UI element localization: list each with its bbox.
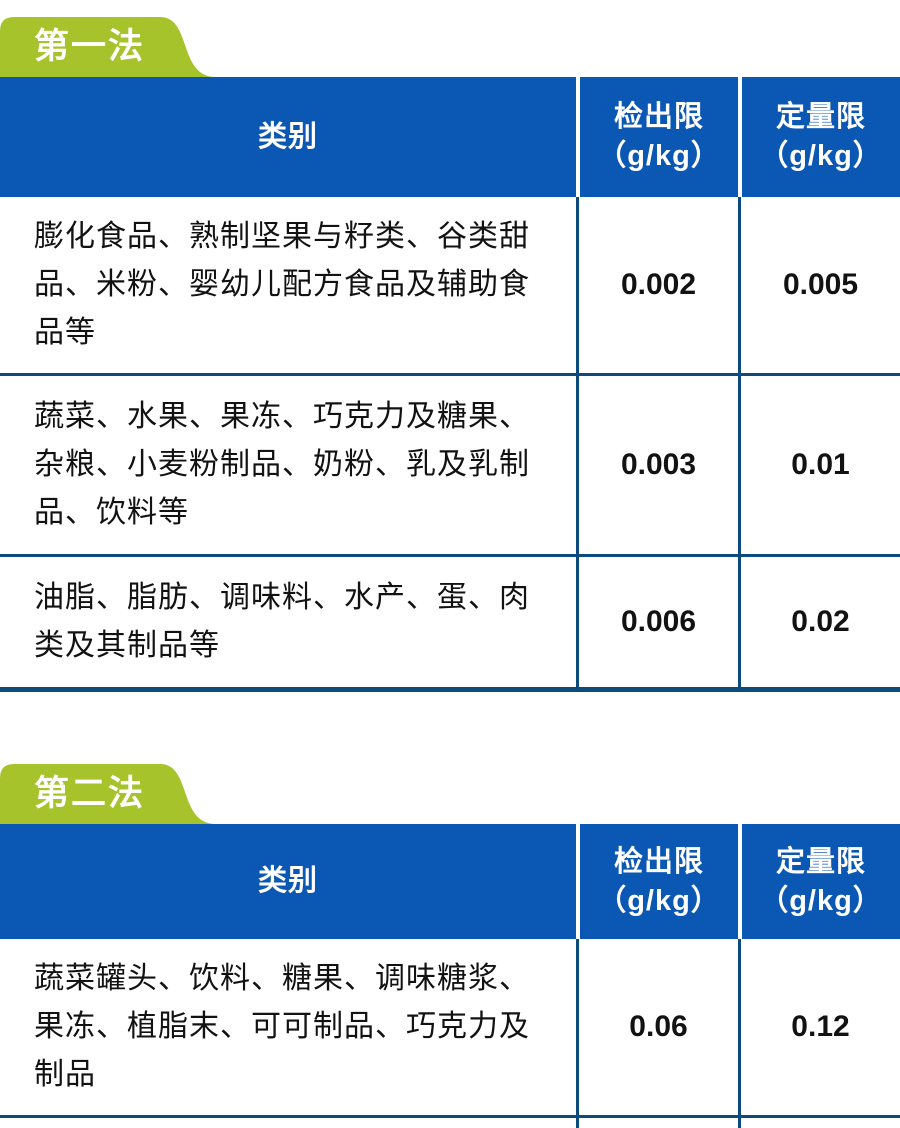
category-header: 类别 — [0, 77, 576, 197]
category-cell: 蔬菜罐头、饮料、糖果、调味糖浆、果冻、植脂末、可可制品、巧克力及制品 — [34, 962, 530, 1091]
detection-limit-cell: 0.05 — [576, 1118, 738, 1128]
quantitation-limit-header-line1: 定量限 — [775, 845, 866, 878]
table-row: 蔬菜、水果、果冻、巧克力及糖果、杂粮、小麦粉制品、奶粉、乳及乳制品、饮料等 0.… — [0, 373, 900, 554]
quantitation-limit-cell: 0.12 — [738, 939, 900, 1115]
method-2-body: 蔬菜罐头、饮料、糖果、调味糖浆、果冻、植脂末、可可制品、巧克力及制品 0.06 … — [0, 939, 900, 1128]
category-cell: 油脂、脂肪、调味料、水产、蛋、肉类及其制品等 — [34, 581, 530, 662]
method-1-table: 第一法 类别 检出限 （g/kg） 定量限 （g/kg） 膨化食品、熟制坚果与籽… — [0, 17, 900, 692]
method-1-tab-label: 第一法 — [34, 27, 146, 66]
detection-limit-header-line1: 检出限 — [613, 845, 704, 878]
detection-limit-cell: 0.06 — [576, 939, 738, 1115]
quantitation-limit-cell: 0.005 — [738, 197, 900, 373]
method-2-header-row: 类别 检出限 （g/kg） 定量限 （g/kg） — [0, 824, 900, 939]
detection-limit-header-line1: 检出限 — [613, 101, 704, 133]
quantitation-limit-header: 定量限 （g/kg） — [738, 77, 900, 197]
category-cell: 蔬菜、水果、果冻、巧克力及糖果、杂粮、小麦粉制品、奶粉、乳及乳制品、饮料等 — [34, 400, 530, 529]
quantitation-limit-cell: 0.1 — [738, 1118, 900, 1128]
category-header-label: 类别 — [257, 865, 318, 897]
method-1-tab: 第一法 — [0, 17, 224, 77]
detection-limit-cell: 0.002 — [576, 197, 738, 373]
category-cell: 膨化食品、熟制坚果与籽类、谷类甜品、米粉、婴幼儿配方食品及辅助食品等 — [34, 220, 530, 349]
detection-limit-header-line2: （g/kg） — [597, 884, 721, 917]
detection-limit-header: 检出限 （g/kg） — [576, 77, 738, 197]
tab-shape — [0, 764, 216, 824]
method-1-header-row: 类别 检出限 （g/kg） 定量限 （g/kg） — [0, 77, 900, 197]
quantitation-limit-header-line2: （g/kg） — [759, 884, 883, 917]
category-cell: 其他食品 — [0, 1118, 576, 1128]
detection-limit-cell: 0.006 — [576, 557, 738, 687]
method-1-body: 膨化食品、熟制坚果与籽类、谷类甜品、米粉、婴幼儿配方食品及辅助食品等 0.002… — [0, 197, 900, 692]
quantitation-limit-header-line2: （g/kg） — [759, 140, 883, 172]
detection-limit-header-line2: （g/kg） — [597, 140, 721, 172]
table-row: 其他食品 0.05 0.1 — [0, 1115, 900, 1128]
quantitation-limit-cell: 0.01 — [738, 376, 900, 554]
category-header-label: 类别 — [257, 120, 318, 153]
category-header: 类别 — [0, 824, 576, 939]
method-2-table: 第二法 类别 检出限 （g/kg） 定量限 （g/kg） 蔬菜罐头、饮料、糖果、… — [0, 764, 900, 1128]
quantitation-limit-cell: 0.02 — [738, 557, 900, 687]
table-row: 蔬菜罐头、饮料、糖果、调味糖浆、果冻、植脂末、可可制品、巧克力及制品 0.06 … — [0, 939, 900, 1115]
table-row: 膨化食品、熟制坚果与籽类、谷类甜品、米粉、婴幼儿配方食品及辅助食品等 0.002… — [0, 197, 900, 373]
table-row: 油脂、脂肪、调味料、水产、蛋、肉类及其制品等 0.006 0.02 — [0, 554, 900, 687]
detection-limit-header: 检出限 （g/kg） — [576, 824, 738, 939]
method-2-tab-label: 第二法 — [34, 774, 146, 813]
tab-shape — [0, 17, 216, 77]
detection-limit-cell: 0.003 — [576, 376, 738, 554]
quantitation-limit-header: 定量限 （g/kg） — [738, 824, 900, 939]
method-2-tab: 第二法 — [0, 764, 224, 824]
quantitation-limit-header-line1: 定量限 — [775, 101, 866, 133]
